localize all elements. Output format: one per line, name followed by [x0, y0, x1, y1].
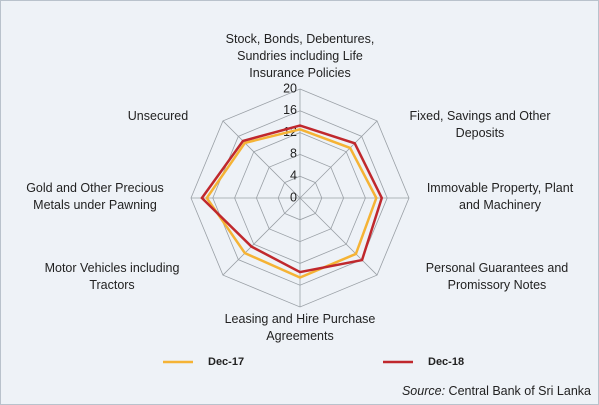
r-tick-label: 16 — [283, 103, 297, 117]
source-label: Source: — [402, 384, 445, 398]
source-text: Central Bank of Sri Lanka — [449, 384, 591, 398]
axis-label-line: Insurance Policies — [249, 66, 350, 80]
axis-label-line: Unsecured — [128, 109, 188, 123]
legend-label: Dec-18 — [428, 356, 464, 368]
spoke — [222, 120, 301, 199]
r-tick-label: 4 — [290, 168, 297, 182]
r-tick-label: 20 — [283, 81, 297, 95]
axis-label-line: and Machinery — [459, 198, 542, 212]
axis-label: Leasing and Hire Purchase Agreements — [225, 312, 376, 343]
legend-label: Dec-17 — [208, 356, 244, 368]
axis-label-line: Personal Guarantees and — [426, 261, 569, 275]
axis-label-line: Immovable Property, Plant — [427, 181, 574, 195]
axis-label: Stock, Bonds, Debentures, Sundries includ… — [226, 32, 375, 80]
spoke — [299, 197, 378, 276]
axis-label: Personal Guarantees and Promissory Notes — [426, 261, 569, 292]
axis-label-line: Tractors — [89, 278, 134, 292]
spoke — [299, 120, 378, 199]
axis-label-line: Agreements — [266, 329, 333, 343]
axis-label: Motor Vehicles including Tractors — [45, 261, 180, 292]
source: Source: Central Bank of Sri Lanka — [402, 384, 591, 398]
axis-label-line: Fixed, Savings and Other — [409, 109, 550, 123]
axis-label-line: Metals under Pawning — [33, 198, 157, 212]
series-line — [205, 128, 378, 279]
axis-label-line: Stock, Bonds, Debentures, — [226, 32, 375, 46]
r-tick-label: 8 — [290, 147, 297, 161]
axis-label-line: Deposits — [456, 126, 505, 140]
axis-label-line: Gold and Other Precious — [26, 181, 164, 195]
r-tick-label: 0 — [290, 190, 297, 204]
axis-label-line: Sundries including Life — [237, 49, 363, 63]
axis-label-line: Leasing and Hire Purchase — [225, 312, 376, 326]
axis-label: Fixed, Savings and Other Deposits — [409, 109, 550, 140]
axis-label: Unsecured — [128, 109, 188, 123]
axis-label-line: Motor Vehicles including — [45, 261, 180, 275]
axis-label-line: Promissory Notes — [448, 278, 547, 292]
series-line — [200, 124, 384, 274]
spoke — [222, 197, 301, 276]
axis-label: Gold and Other Precious Metals under Pawn… — [26, 181, 164, 212]
axis-label: Immovable Property, Plant and Machinery — [427, 181, 574, 212]
